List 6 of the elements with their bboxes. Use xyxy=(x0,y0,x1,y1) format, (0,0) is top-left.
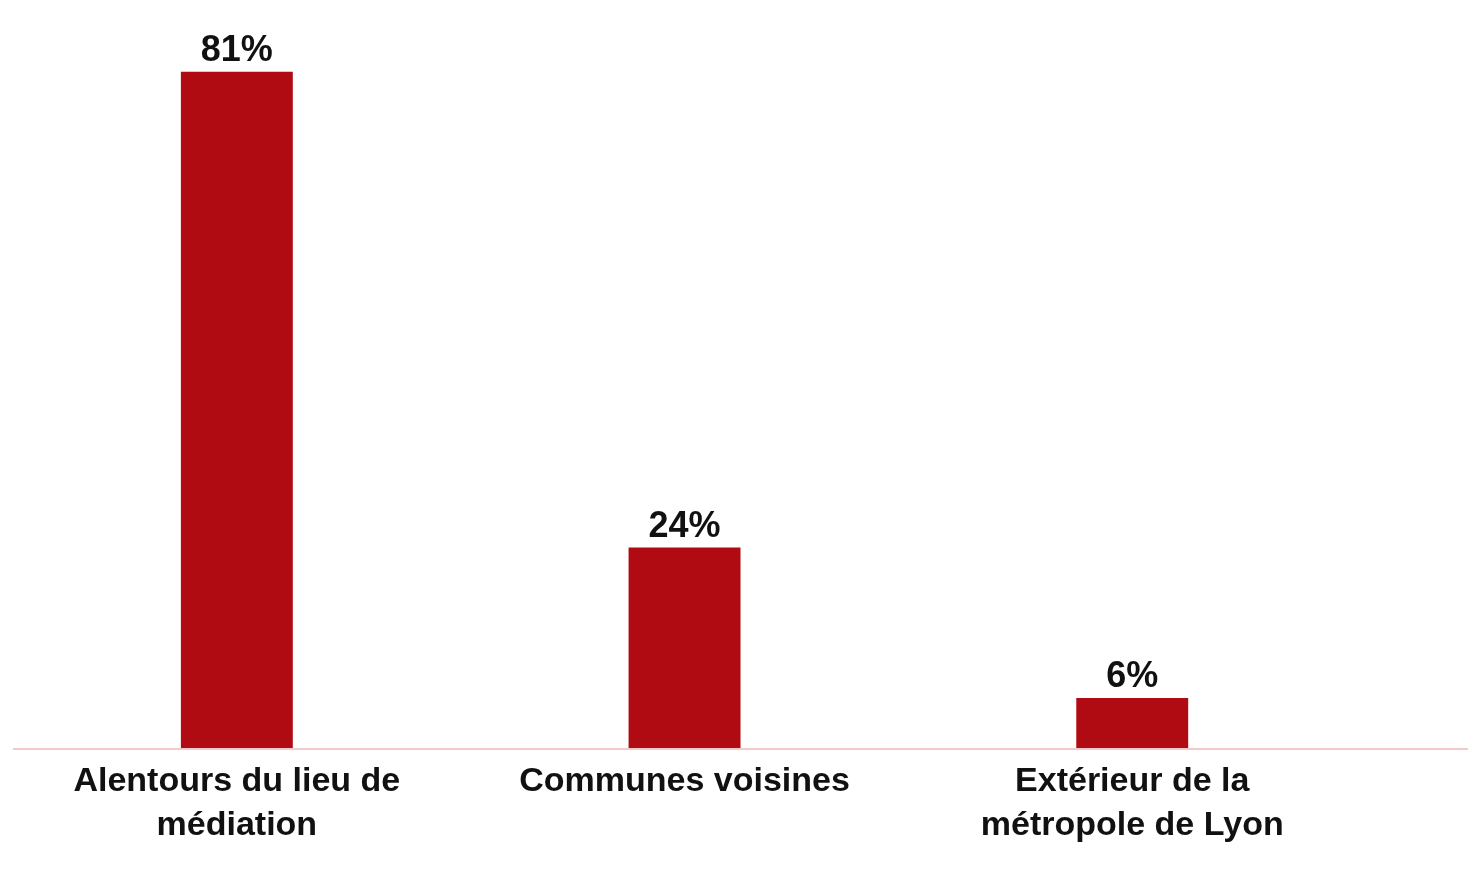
x-tick-label: Extérieur de la métropole de Lyon xyxy=(980,759,1284,842)
x-tick-label: Alentours du lieu de médiation xyxy=(73,759,401,842)
data-label: 24% xyxy=(648,503,721,545)
x-tick-label: Communes voisines xyxy=(519,759,850,798)
data-label: 6% xyxy=(1106,653,1159,695)
data-label: 81% xyxy=(200,27,273,69)
